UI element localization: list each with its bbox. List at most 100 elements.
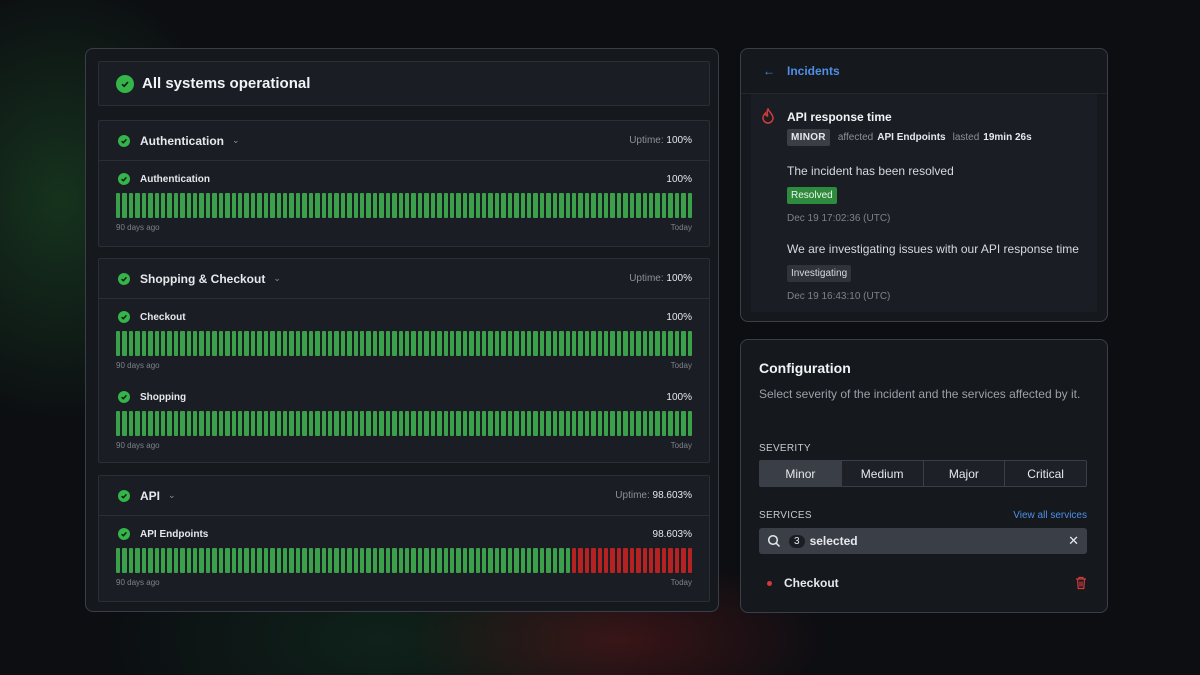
- arrow-left-icon[interactable]: ←: [763, 64, 775, 78]
- uptime-bar-up[interactable]: [642, 193, 648, 218]
- uptime-bar-up[interactable]: [321, 411, 326, 436]
- uptime-bar-up[interactable]: [404, 193, 410, 218]
- uptime-bar-up[interactable]: [649, 193, 654, 218]
- uptime-bar-up[interactable]: [385, 193, 391, 218]
- uptime-bar-up[interactable]: [180, 411, 185, 436]
- uptime-bar-up[interactable]: [488, 548, 493, 573]
- uptime-bar-up[interactable]: [270, 193, 275, 218]
- uptime-bar-up[interactable]: [539, 193, 545, 218]
- uptime-bar-down[interactable]: [571, 548, 577, 573]
- uptime-bar-up[interactable]: [135, 331, 140, 356]
- uptime-bar-up[interactable]: [527, 548, 532, 573]
- uptime-bar-up[interactable]: [668, 193, 673, 218]
- uptime-bar-up[interactable]: [449, 193, 455, 218]
- uptime-bar-up[interactable]: [218, 193, 224, 218]
- uptime-bar-up[interactable]: [347, 331, 352, 356]
- uptime-bar-up[interactable]: [122, 193, 127, 218]
- uptime-bar-up[interactable]: [327, 411, 333, 436]
- uptime-bar-up[interactable]: [501, 193, 506, 218]
- uptime-bar-up[interactable]: [276, 411, 281, 436]
- uptime-bar-up[interactable]: [173, 193, 179, 218]
- uptime-bar-up[interactable]: [173, 411, 179, 436]
- uptime-bar-up[interactable]: [360, 548, 365, 573]
- uptime-bar-up[interactable]: [135, 411, 140, 436]
- uptime-bar-up[interactable]: [353, 548, 359, 573]
- uptime-bar-up[interactable]: [250, 411, 256, 436]
- uptime-bar-down[interactable]: [623, 548, 628, 573]
- uptime-bar-up[interactable]: [398, 331, 403, 356]
- uptime-bar-up[interactable]: [443, 331, 448, 356]
- uptime-bar-up[interactable]: [578, 411, 583, 436]
- uptime-bar-up[interactable]: [507, 193, 513, 218]
- uptime-bar-up[interactable]: [449, 548, 455, 573]
- uptime-bar-up[interactable]: [347, 411, 352, 436]
- uptime-bar-up[interactable]: [385, 548, 391, 573]
- uptime-bar-up[interactable]: [148, 548, 153, 573]
- uptime-bar-up[interactable]: [392, 548, 397, 573]
- uptime-bar-up[interactable]: [154, 193, 159, 218]
- chevron-down-icon[interactable]: ⌄: [232, 135, 240, 145]
- chevron-down-icon[interactable]: ⌄: [273, 273, 281, 283]
- uptime-bar-up[interactable]: [424, 331, 429, 356]
- uptime-bar-up[interactable]: [520, 411, 525, 436]
- uptime-bar-up[interactable]: [116, 548, 121, 573]
- uptime-bar-up[interactable]: [430, 193, 436, 218]
- uptime-bar-down[interactable]: [616, 548, 622, 573]
- uptime-bar-up[interactable]: [238, 411, 243, 436]
- uptime-bar-up[interactable]: [385, 331, 391, 356]
- uptime-bar-up[interactable]: [347, 548, 352, 573]
- trash-icon[interactable]: [1075, 576, 1087, 590]
- uptime-bar-up[interactable]: [334, 331, 339, 356]
- services-select-input[interactable]: 3 selected ✕: [759, 528, 1087, 554]
- uptime-bar-up[interactable]: [379, 548, 384, 573]
- uptime-bar-up[interactable]: [193, 411, 198, 436]
- uptime-bar-up[interactable]: [238, 548, 243, 573]
- uptime-bar-up[interactable]: [430, 411, 436, 436]
- uptime-bar-up[interactable]: [565, 548, 570, 573]
- uptime-bar-up[interactable]: [257, 331, 262, 356]
- uptime-bar-up[interactable]: [610, 411, 615, 436]
- uptime-bar-up[interactable]: [289, 411, 294, 436]
- uptime-bar-up[interactable]: [244, 411, 249, 436]
- uptime-bar-up[interactable]: [167, 331, 172, 356]
- uptime-bar-up[interactable]: [398, 193, 403, 218]
- uptime-bar-up[interactable]: [366, 193, 371, 218]
- uptime-bar-up[interactable]: [469, 193, 474, 218]
- uptime-bar-up[interactable]: [160, 411, 166, 436]
- uptime-bar-up[interactable]: [238, 193, 243, 218]
- uptime-bar-up[interactable]: [571, 411, 577, 436]
- uptime-bar-up[interactable]: [141, 411, 147, 436]
- uptime-bar-up[interactable]: [225, 548, 230, 573]
- uptime-bar-up[interactable]: [398, 411, 403, 436]
- uptime-bar-up[interactable]: [225, 331, 230, 356]
- uptime-bar-up[interactable]: [218, 548, 224, 573]
- uptime-bar-up[interactable]: [443, 548, 448, 573]
- uptime-bar-up[interactable]: [180, 331, 185, 356]
- uptime-bar-up[interactable]: [411, 331, 416, 356]
- uptime-bar-up[interactable]: [218, 331, 224, 356]
- uptime-bar-up[interactable]: [205, 193, 211, 218]
- uptime-bar-up[interactable]: [591, 411, 596, 436]
- uptime-bar-up[interactable]: [154, 548, 159, 573]
- uptime-bar-up[interactable]: [404, 548, 410, 573]
- uptime-bar-up[interactable]: [482, 411, 487, 436]
- incidents-title[interactable]: Incidents: [787, 64, 840, 78]
- uptime-bar-up[interactable]: [404, 411, 410, 436]
- uptime-bar-up[interactable]: [475, 193, 481, 218]
- uptime-bar-up[interactable]: [655, 411, 660, 436]
- uptime-bar-up[interactable]: [282, 411, 288, 436]
- uptime-bar-down[interactable]: [578, 548, 583, 573]
- uptime-bar-up[interactable]: [533, 411, 538, 436]
- uptime-bar-up[interactable]: [482, 548, 487, 573]
- uptime-bar-up[interactable]: [334, 411, 339, 436]
- uptime-bar-up[interactable]: [366, 411, 371, 436]
- uptime-bar-up[interactable]: [270, 331, 275, 356]
- uptime-bar-up[interactable]: [308, 331, 314, 356]
- uptime-bar-up[interactable]: [527, 193, 532, 218]
- uptime-bar-up[interactable]: [116, 193, 121, 218]
- uptime-bar-down[interactable]: [674, 548, 680, 573]
- uptime-bar-up[interactable]: [244, 331, 249, 356]
- uptime-bar-up[interactable]: [437, 193, 442, 218]
- uptime-bar-up[interactable]: [417, 331, 423, 356]
- uptime-bar-up[interactable]: [238, 331, 243, 356]
